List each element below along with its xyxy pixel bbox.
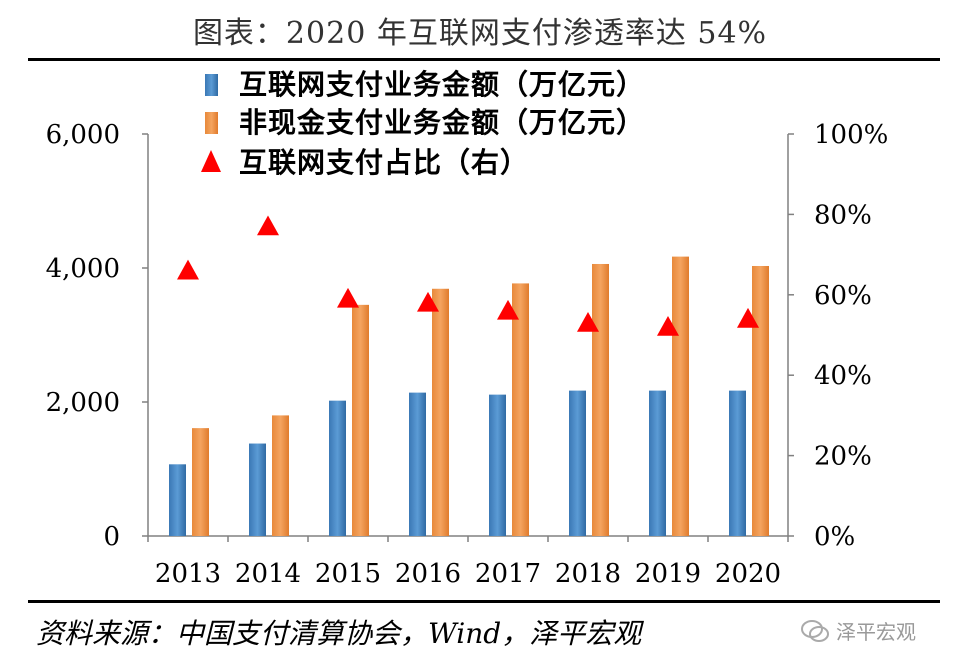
bar-internet-payment xyxy=(329,400,346,536)
chart-canvas: 0 2,000 4,000 6,000 0% 20% 40% 60% 80% 100% 2013 20… xyxy=(46,68,889,589)
bar-noncash-payment xyxy=(592,263,609,536)
x-tick-label: 2018 xyxy=(555,559,621,589)
source-note: 资料来源：中国支付清算协会，Wind，泽平宏观 xyxy=(36,617,642,650)
bar-noncash-payment xyxy=(432,288,449,536)
legend-swatch-internet xyxy=(205,74,218,96)
top-rule xyxy=(28,58,940,61)
bar-internet-payment xyxy=(649,390,666,536)
chart-title: 图表：2020 年互联网支付渗透率达 54% xyxy=(192,16,768,51)
wechat-icon xyxy=(801,619,829,642)
bar-internet-payment xyxy=(489,394,506,536)
bar-internet-payment xyxy=(249,443,266,536)
marker-internet-ratio xyxy=(737,307,759,328)
bar-noncash-payment xyxy=(752,265,769,536)
x-tick-label: 2019 xyxy=(635,559,701,589)
x-tick-label: 2015 xyxy=(315,559,381,589)
bar-noncash-payment xyxy=(192,428,209,536)
right-tick-label: 0% xyxy=(814,522,855,552)
chart-bars xyxy=(169,256,769,536)
left-tick-label: 4,000 xyxy=(46,254,120,284)
legend-label: 互联网支付占比（右） xyxy=(239,146,529,179)
chart-axes xyxy=(142,133,794,542)
legend-label: 互联网支付业务金额（万亿元） xyxy=(239,68,645,101)
marker-internet-ratio xyxy=(497,299,519,320)
watermark: 泽平宏观 xyxy=(800,616,916,645)
chart-legend: 互联网支付业务金额（万亿元） 非现金支付业务金额（万亿元） 互联网支付占比（右） xyxy=(201,68,645,179)
chart-tick-labels: 0 2,000 4,000 6,000 0% 20% 40% 60% 80% 100% 2013 20… xyxy=(46,120,889,589)
x-tick-label: 2014 xyxy=(235,559,301,589)
marker-internet-ratio xyxy=(337,287,359,308)
right-tick-label: 80% xyxy=(814,200,872,230)
left-tick-label: 6,000 xyxy=(46,120,120,150)
x-tick-label: 2020 xyxy=(715,559,781,589)
chart-markers xyxy=(177,215,759,336)
x-tick-label: 2013 xyxy=(155,559,221,589)
bar-internet-payment xyxy=(409,392,426,536)
x-tick-label: 2017 xyxy=(475,559,541,589)
left-tick-label: 0 xyxy=(103,522,120,552)
bar-internet-payment xyxy=(169,464,186,536)
right-tick-label: 100% xyxy=(814,120,888,150)
legend-label: 非现金支付业务金额（万亿元） xyxy=(239,106,645,139)
right-tick-label: 60% xyxy=(814,281,872,311)
legend-swatch-noncash xyxy=(205,112,218,134)
legend-swatch-ratio xyxy=(201,150,221,172)
bar-noncash-payment xyxy=(512,283,529,536)
bottom-rule xyxy=(28,600,940,603)
marker-internet-ratio xyxy=(417,291,439,312)
bar-noncash-payment xyxy=(352,304,369,536)
watermark-text: 泽平宏观 xyxy=(836,620,916,644)
marker-internet-ratio xyxy=(657,315,679,336)
bar-noncash-payment xyxy=(272,415,289,536)
x-tick-label: 2016 xyxy=(395,559,461,589)
bar-internet-payment xyxy=(729,390,746,536)
right-tick-label: 20% xyxy=(814,442,872,472)
marker-internet-ratio xyxy=(577,311,599,332)
bar-internet-payment xyxy=(569,390,586,536)
bar-noncash-payment xyxy=(672,256,689,536)
marker-internet-ratio xyxy=(177,259,199,280)
right-tick-label: 40% xyxy=(814,361,872,391)
left-tick-label: 2,000 xyxy=(46,388,120,418)
marker-internet-ratio xyxy=(257,215,279,236)
